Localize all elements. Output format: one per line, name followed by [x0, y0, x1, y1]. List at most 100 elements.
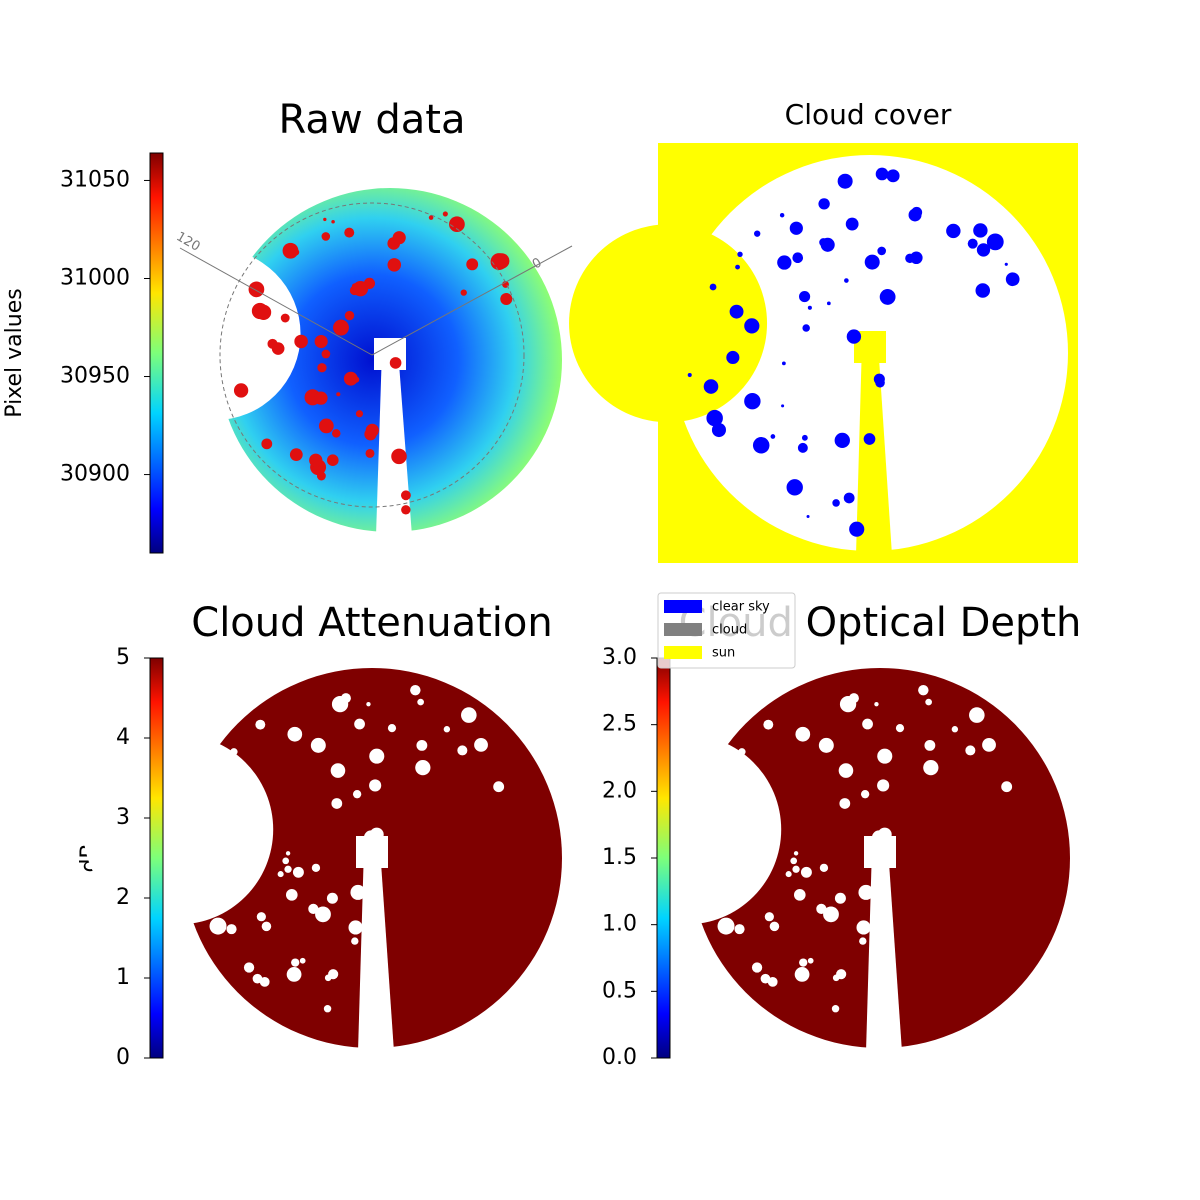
cloud-hole [400, 490, 411, 501]
cloud-hole [332, 429, 341, 438]
cloud-hole [343, 371, 358, 386]
cloud-hole [243, 962, 255, 973]
cloud-hole [795, 726, 811, 742]
cloud-hole [764, 912, 774, 922]
cloud-hole [735, 264, 740, 270]
cloud-hole [838, 763, 854, 778]
cloud-hole [763, 719, 774, 730]
tick-label: 0 [116, 1045, 130, 1070]
cloud-hole [255, 719, 266, 730]
cloud-hole [354, 718, 365, 730]
cloud-hole [387, 258, 402, 272]
cloud-hole [230, 748, 238, 756]
cloud-hole [844, 278, 849, 283]
panel-title: Cloud cover [785, 98, 952, 131]
cloud-hole [769, 921, 780, 932]
cloud-hole [369, 748, 385, 764]
pole [376, 350, 412, 536]
cloud-hole [500, 293, 513, 306]
cloud-hole [333, 319, 349, 336]
cloud-hole [752, 437, 770, 454]
cloud-hole [282, 242, 299, 259]
cloud-hole [801, 434, 808, 441]
cloud-hole [877, 827, 892, 842]
cloud-hole [365, 448, 375, 458]
cloud-hole [401, 505, 411, 515]
cloud-hole [781, 404, 785, 408]
cloud-hole [965, 745, 976, 756]
cloud-hole [336, 392, 341, 397]
tick-label: 2.0 [602, 778, 637, 803]
cloud-hole [291, 958, 300, 967]
cloud-hole [982, 737, 996, 752]
cloud-hole [233, 868, 238, 872]
cloud-hole [415, 760, 431, 776]
cloud-hole [1004, 262, 1008, 266]
notch [180, 668, 215, 830]
cloud-hole [818, 198, 830, 210]
cloud-hole [875, 167, 889, 181]
cloud-hole [986, 233, 1004, 251]
cloud-hole [389, 357, 402, 369]
cloud-hole [309, 453, 323, 467]
cloud-hole [289, 448, 303, 461]
tick-label: 30900 [60, 462, 130, 487]
cloud-hole [239, 788, 243, 792]
cloud-hole [799, 958, 808, 967]
cloud-hole [737, 251, 743, 257]
cloud-hole [314, 334, 328, 349]
cloud-hole [410, 684, 421, 696]
cloud-hole [285, 889, 298, 901]
cloud-hole [843, 492, 855, 504]
cloud-hole [316, 471, 326, 481]
panel-title: Cloud Attenuation [191, 600, 552, 646]
cloud-hole [747, 788, 751, 792]
cloud-hole [877, 246, 887, 256]
cloud-hole [365, 858, 369, 862]
cloud-hole [259, 976, 270, 987]
cloud-hole [687, 373, 692, 378]
cloud-hole [744, 318, 760, 334]
cloud-hole [923, 760, 939, 776]
cloud-hole [839, 798, 851, 809]
cloud-hole [417, 698, 424, 706]
cloud-hole [709, 283, 717, 291]
cloud-hole [334, 696, 344, 705]
cloud-hole [711, 423, 727, 438]
cloud-hole [834, 892, 846, 904]
cloud-hole [351, 937, 359, 945]
cloud-hole [233, 383, 249, 398]
tick-label: 0.0 [602, 1045, 637, 1070]
cloud-hole [741, 868, 746, 872]
cloud-hole [883, 893, 888, 898]
cloud-hole [192, 878, 207, 892]
cloud-hole [292, 866, 304, 878]
cloud-hole [794, 967, 810, 982]
cloud-hole [820, 237, 835, 252]
cloud-hole [886, 169, 900, 183]
cloud-hole [251, 302, 269, 320]
cloud-hole [859, 937, 867, 945]
cloud-hole [326, 454, 339, 466]
cloud-hole [793, 889, 806, 901]
cloud-hole [261, 921, 272, 932]
cloud-hole [443, 726, 451, 733]
cloud-hole [738, 748, 746, 756]
cloud-hole [355, 410, 364, 418]
tick-label: 3.0 [602, 645, 637, 670]
cloud-hole [256, 912, 266, 922]
cloud-hole [797, 442, 808, 453]
panel-title: Raw data [279, 97, 466, 143]
legend-label: clear sky [712, 600, 770, 615]
legend-label: sun [712, 646, 735, 661]
cloud-hole [967, 238, 978, 249]
cloud-hole [317, 363, 327, 373]
cloud-hole [703, 379, 719, 394]
cloud-hole [754, 230, 761, 237]
cloud-hole [493, 781, 505, 793]
notch [216, 188, 247, 335]
cloud-hole [860, 789, 870, 799]
cloud-hole [323, 1004, 332, 1013]
cloud-hole [873, 373, 885, 385]
tick-label: 2.5 [602, 712, 637, 737]
